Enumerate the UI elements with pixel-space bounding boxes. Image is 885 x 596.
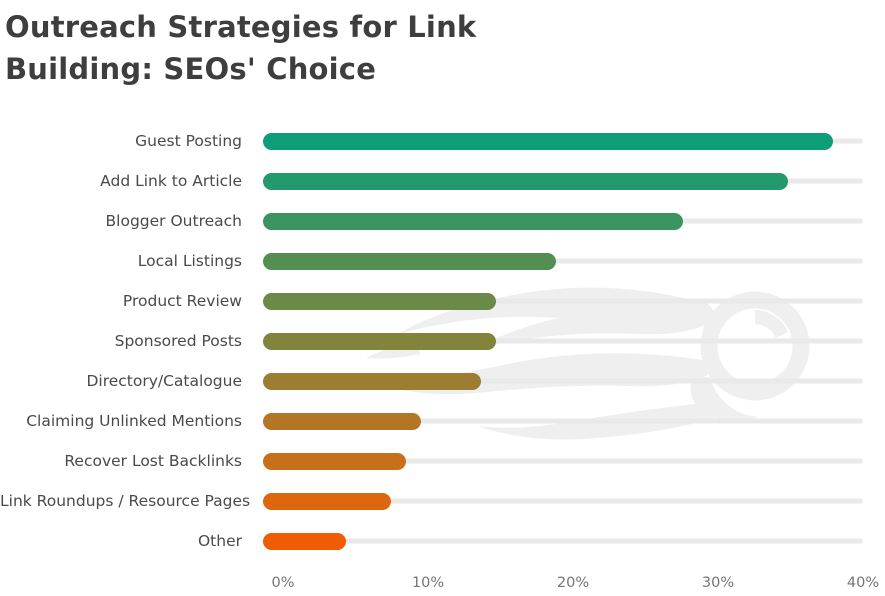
bar-row: Other xyxy=(0,521,885,561)
bar-rows: Guest Posting Add Link to Article Blogger … xyxy=(0,121,885,561)
bar-track xyxy=(263,172,863,190)
chart-title: Outreach Strategies for Link Building: S… xyxy=(5,10,477,86)
bar-track xyxy=(263,252,863,270)
category-label: Guest Posting xyxy=(135,132,242,150)
bar-track xyxy=(263,372,863,390)
bar-track xyxy=(263,292,863,310)
x-tick-label: 20% xyxy=(556,575,590,591)
x-axis: 0% 10% 20% 30% 40% xyxy=(271,573,879,596)
bar-row: Product Review xyxy=(0,281,885,321)
bar xyxy=(263,132,833,150)
bar xyxy=(263,372,481,390)
bar-row: Sponsored Posts xyxy=(0,321,885,361)
bar-row: Recover Lost Backlinks xyxy=(0,441,885,481)
bar-track xyxy=(263,332,863,350)
bar xyxy=(263,172,788,190)
bar xyxy=(263,212,683,230)
bar xyxy=(263,532,346,550)
track-line xyxy=(263,538,863,544)
bar-track xyxy=(263,132,863,150)
bar-track xyxy=(263,492,863,510)
bar-row: Blogger Outreach xyxy=(0,201,885,241)
track-line xyxy=(263,458,863,464)
category-label: Sponsored Posts xyxy=(114,332,242,350)
bar xyxy=(263,292,496,310)
x-tick-label: 10% xyxy=(411,575,445,591)
bar-track xyxy=(263,212,863,230)
bar xyxy=(263,252,556,270)
bar xyxy=(263,492,391,510)
category-label: Product Review xyxy=(122,292,242,310)
bar-row: Local Listings xyxy=(0,241,885,281)
bar xyxy=(263,412,421,430)
category-label: Directory/Catalogue xyxy=(86,372,242,390)
bar-row: Add Link to Article xyxy=(0,161,885,201)
category-label: Link Roundups / Resource Pages xyxy=(0,492,251,510)
category-label: Blogger Outreach xyxy=(105,212,242,230)
x-tick-label: 0% xyxy=(271,575,295,591)
x-tick-label: 40% xyxy=(846,575,880,591)
bar-row: Link Roundups / Resource Pages xyxy=(0,481,885,521)
bar-track xyxy=(263,452,863,470)
bar-row: Directory/Catalogue xyxy=(0,361,885,401)
category-label: Recover Lost Backlinks xyxy=(64,452,242,470)
bar-chart: Guest Posting Add Link to Article Blogger … xyxy=(0,121,885,596)
category-label: Add Link to Article xyxy=(100,172,242,190)
category-label: Claiming Unlinked Mentions xyxy=(26,412,242,430)
track-line xyxy=(263,498,863,504)
bar-row: Guest Posting xyxy=(0,121,885,161)
category-label: Other xyxy=(197,532,242,550)
bar-track xyxy=(263,412,863,430)
bar xyxy=(263,452,406,470)
x-tick-label: 30% xyxy=(701,575,735,591)
bar-track xyxy=(263,532,863,550)
bar-row: Claiming Unlinked Mentions xyxy=(0,401,885,441)
bar xyxy=(263,332,496,350)
track-line xyxy=(263,258,863,264)
category-label: Local Listings xyxy=(137,252,242,270)
